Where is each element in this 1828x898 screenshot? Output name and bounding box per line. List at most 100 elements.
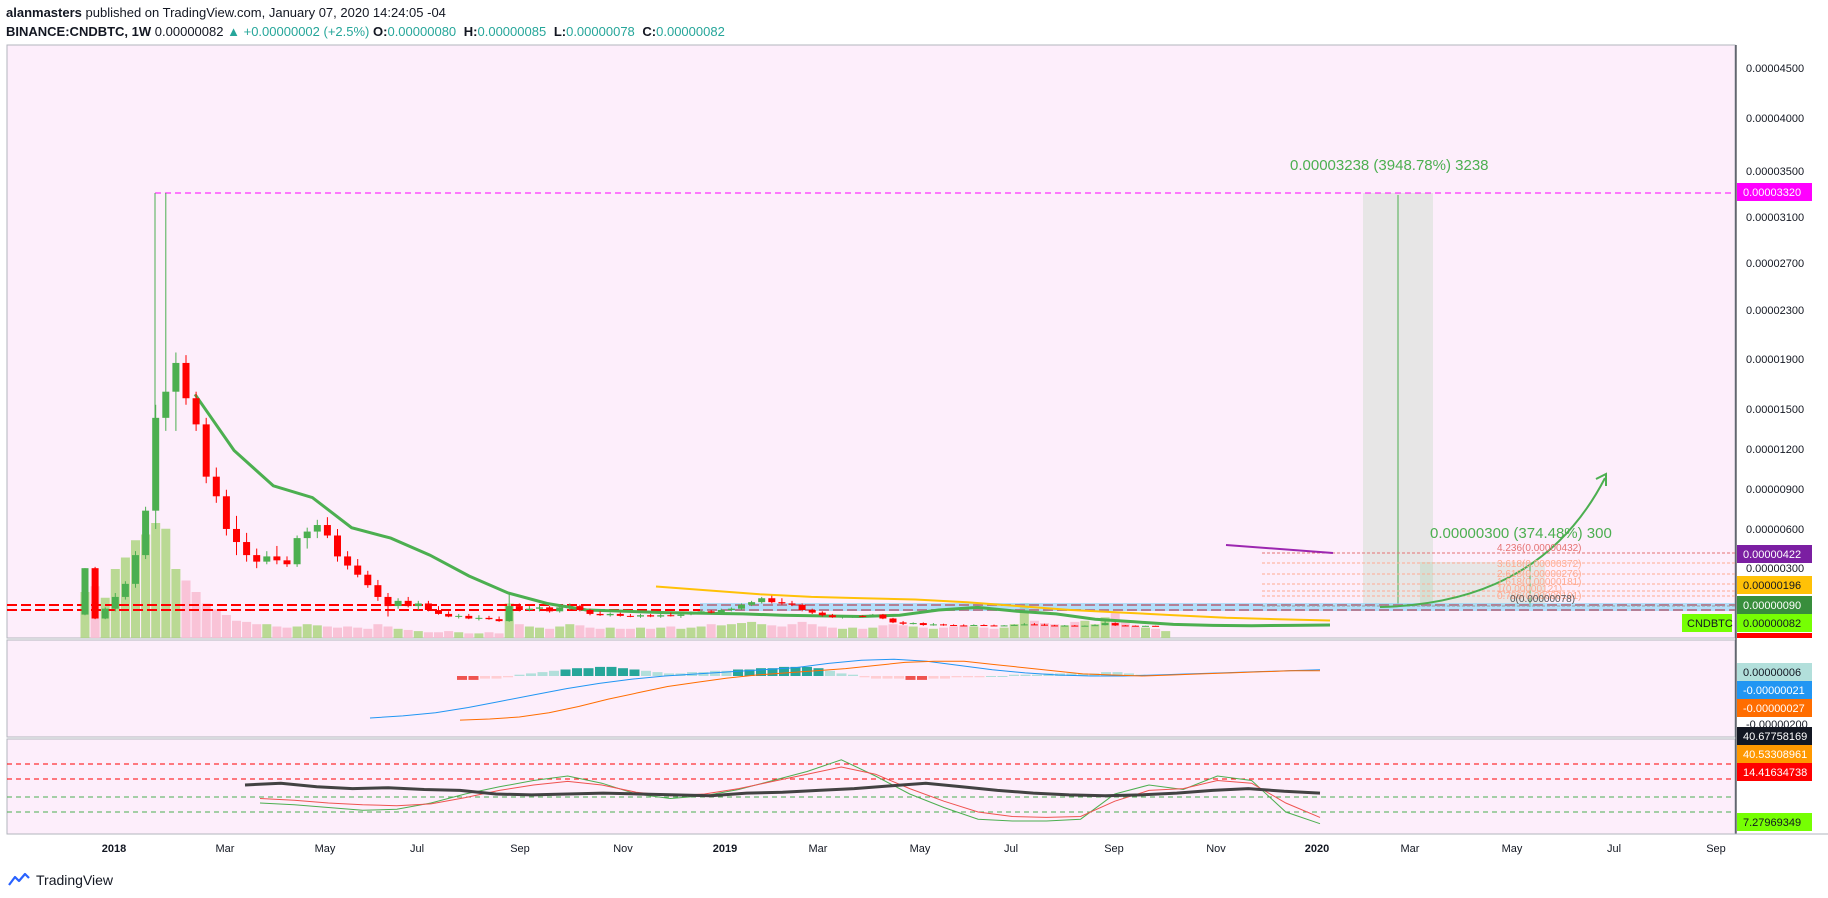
author-name[interactable]: alanmasters (6, 5, 82, 20)
candle-body (1131, 625, 1139, 627)
volume-bar (646, 628, 656, 638)
volume-bar (1151, 628, 1161, 638)
candle-body (445, 613, 453, 617)
price-axis[interactable]: 0.00004500 0.00004000 0.00003500 0.00003… (1746, 63, 1804, 575)
volume-bar (242, 621, 252, 638)
publish-info: published on TradingView.com, January 07… (85, 5, 446, 20)
volume-bar (969, 626, 979, 638)
time-tick-label: May (315, 843, 336, 855)
macd-histogram-bar (664, 673, 674, 676)
candle-body (323, 525, 331, 536)
macd-histogram-bar (951, 676, 962, 678)
volume-bar (191, 592, 201, 638)
volume-bar (706, 624, 716, 638)
level-090-tag (1737, 596, 1812, 614)
volume-bar (1161, 631, 1171, 638)
candle-body (222, 496, 230, 529)
volume-bar (161, 528, 171, 638)
candle-body (1061, 625, 1069, 627)
fib-label-3618: 3.618(0.00000372) (1497, 559, 1582, 570)
candle-body (384, 596, 392, 607)
macd-histogram-bar (790, 666, 801, 676)
volume-bar (171, 569, 181, 638)
candle-body (1020, 624, 1028, 626)
rsi-tag-green-bg (1737, 813, 1812, 831)
tradingview-brand[interactable]: TradingView (36, 872, 114, 888)
time-axis[interactable]: 2018 Mar May Jul Sep Nov 2019 Mar May Jul Sep Nov 20… (102, 843, 1726, 855)
candle-body (142, 510, 150, 556)
price-change: +0.00000002 (+2.5%) (243, 24, 370, 39)
volume-bar (908, 626, 918, 638)
macd-tag-line-text: -0.00000021 (1743, 685, 1805, 697)
candle-body (111, 596, 119, 609)
volume-bar (737, 623, 746, 638)
volume-bar (211, 609, 221, 638)
macd-histogram-bar (1032, 674, 1042, 676)
macd-pane[interactable] (6, 639, 1736, 738)
price-tick: 0.00002700 (1746, 258, 1804, 270)
fib-label-2618: 2.618(0.00000276) (1497, 569, 1582, 580)
close-value: 0.00000082 (656, 24, 725, 39)
purple-trendline[interactable] (1225, 544, 1334, 554)
macd-histogram-bar (917, 676, 927, 680)
candle-body (485, 617, 493, 620)
candle-body (919, 623, 927, 626)
projection-arrow[interactable] (1379, 477, 1606, 608)
candle-body (707, 611, 715, 613)
macd-histogram-bar (767, 668, 778, 676)
candle-body (172, 362, 180, 392)
candle-body (435, 610, 442, 614)
time-tick-label: Jul (1607, 843, 1621, 855)
macd-histogram-bar (963, 676, 973, 678)
rsi-tag-red-bg (1737, 763, 1812, 781)
macd-histogram-bar (928, 676, 939, 679)
macd-histogram-bar (1009, 674, 1019, 676)
volume-bar (999, 627, 1009, 638)
candle-body (121, 583, 129, 597)
target-price-tag (1737, 183, 1812, 201)
volume-bar (757, 624, 767, 638)
candle-body (849, 615, 857, 617)
macd-tag-hist-text: 0.00000006 (1743, 667, 1801, 679)
candle-body (1121, 625, 1129, 627)
volume-bar (595, 628, 605, 638)
time-tick-label: Sep (1104, 843, 1124, 855)
candle-body (970, 625, 978, 627)
ma-yellow-line (655, 585, 1331, 622)
macd-histogram-bar (526, 673, 536, 676)
price-tick: 0.00003500 (1746, 166, 1804, 178)
price-pane[interactable] (6, 44, 1736, 639)
candle-body (869, 614, 877, 617)
volume-bar (1070, 621, 1080, 638)
price-tick: 0.00001500 (1746, 404, 1804, 416)
candle-body (940, 624, 947, 626)
candle-body (586, 610, 594, 614)
candle-body (455, 615, 463, 617)
candle-body (81, 568, 89, 615)
measure-large-label: 0.00003238 (3948.78%) 3238 (1290, 157, 1489, 174)
candle-body (273, 556, 281, 561)
level-196-tag (1737, 576, 1812, 594)
macd-histogram-bar (1020, 674, 1031, 676)
volume-bar (151, 523, 161, 638)
candle-body (980, 625, 988, 627)
volume-bar (1009, 624, 1019, 638)
open-label: O: (373, 24, 388, 39)
volume-bar (1060, 625, 1070, 638)
measure-small-label: 0.00000300 (374.48%) 300 (1430, 525, 1612, 542)
macd-tag-line (1737, 681, 1812, 699)
macd-tag-hist (1737, 663, 1812, 681)
target-price-tag-text: 0.00003320 (1743, 187, 1801, 199)
macd-histogram-bar (595, 666, 605, 676)
time-tick-label: Sep (1706, 843, 1726, 855)
candle-body (1010, 624, 1018, 626)
candle-body (263, 556, 271, 562)
candle-body (283, 560, 291, 565)
candle-body (859, 615, 867, 617)
candle-body (364, 574, 372, 586)
volume-bar (585, 627, 595, 638)
candle-body (1030, 624, 1038, 626)
candle-body (647, 615, 655, 617)
candle-body (556, 607, 564, 612)
